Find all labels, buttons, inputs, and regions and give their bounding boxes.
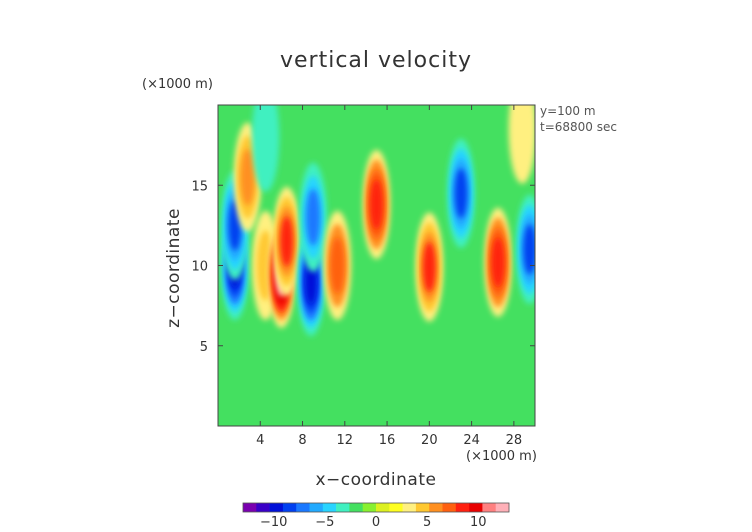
time-label: t=68800 sec bbox=[540, 120, 617, 134]
colorbar-swatch bbox=[495, 503, 510, 512]
x-tick-label: 12 bbox=[337, 433, 354, 448]
colorbar-swatch bbox=[442, 503, 457, 512]
downdraft-cell bbox=[251, 105, 280, 192]
colorbar-tick-label: −10 bbox=[260, 515, 287, 530]
y-tick-label: 5 bbox=[200, 340, 208, 355]
updraft-cell bbox=[323, 210, 352, 321]
x-axis-label: x−coordinate bbox=[315, 470, 437, 490]
colorbar-swatch bbox=[376, 503, 390, 512]
y-axis-unit: (×1000 m) bbox=[142, 77, 213, 92]
y-tick-label: 15 bbox=[191, 179, 208, 194]
contour-level bbox=[330, 237, 345, 294]
colorbar-swatch bbox=[455, 503, 470, 512]
colorbar-swatch bbox=[322, 503, 337, 512]
colorbar-swatch bbox=[256, 503, 270, 512]
colorbar-swatch bbox=[389, 503, 403, 512]
updraft-cell bbox=[415, 212, 443, 322]
contour-level bbox=[370, 179, 383, 230]
colorbar-swatch bbox=[349, 503, 363, 512]
axes: 4 8 12 16 20 24 28 5 10 15 bbox=[191, 104, 536, 448]
x-axis-unit: (×1000 m) bbox=[466, 449, 537, 464]
downdraft-cell bbox=[516, 194, 535, 304]
x-tick-label: 20 bbox=[421, 433, 438, 448]
contour-level bbox=[491, 237, 505, 288]
velocity-field bbox=[221, 105, 535, 337]
updraft-cell bbox=[508, 105, 535, 184]
y-position-label: y=100 m bbox=[540, 104, 596, 118]
colorbar-tick-label: 10 bbox=[470, 515, 487, 530]
contour-level bbox=[251, 105, 280, 192]
downdraft-cell bbox=[299, 162, 327, 272]
x-tick-label: 24 bbox=[463, 433, 480, 448]
x-tick-label: 16 bbox=[379, 433, 396, 448]
contour-level bbox=[508, 105, 535, 184]
contour-level bbox=[423, 242, 436, 293]
colorbar-swatch bbox=[269, 503, 284, 512]
contour-level bbox=[280, 216, 294, 267]
colorbar-swatch bbox=[415, 503, 430, 512]
contour-level bbox=[523, 224, 535, 275]
chart-title: vertical velocity bbox=[279, 48, 472, 73]
colorbar-swatch bbox=[482, 503, 496, 512]
colorbar-swatch bbox=[402, 503, 417, 512]
contour-level bbox=[240, 148, 255, 206]
updraft-cell bbox=[273, 186, 301, 296]
colorbar-swatch bbox=[362, 503, 377, 512]
colorbar-swatch bbox=[282, 503, 297, 512]
colorbar: −10 −5 0 5 10 bbox=[242, 502, 510, 530]
colorbar-swatch bbox=[309, 503, 324, 512]
y-tick-label: 10 bbox=[191, 260, 208, 275]
colorbar-tick-label: 0 bbox=[372, 515, 380, 530]
colorbar-swatch bbox=[469, 503, 483, 512]
colorbar-tick-label: 5 bbox=[423, 515, 431, 530]
downdraft-cell bbox=[447, 138, 475, 248]
colorbar-swatch bbox=[243, 503, 257, 512]
x-tick-label: 28 bbox=[506, 433, 523, 448]
colorbar-frame bbox=[242, 502, 510, 513]
colorbar-swatch bbox=[429, 503, 443, 512]
contour-level bbox=[306, 188, 321, 246]
contour-level bbox=[454, 168, 468, 219]
colorbar-swatch bbox=[336, 503, 350, 512]
updraft-cell bbox=[484, 207, 512, 317]
colorbar-tick-label: −5 bbox=[315, 515, 334, 530]
x-tick-label: 8 bbox=[298, 433, 306, 448]
x-tick-label: 4 bbox=[256, 433, 264, 448]
updraft-cell bbox=[362, 149, 391, 260]
colorbar-swatch bbox=[296, 503, 310, 512]
